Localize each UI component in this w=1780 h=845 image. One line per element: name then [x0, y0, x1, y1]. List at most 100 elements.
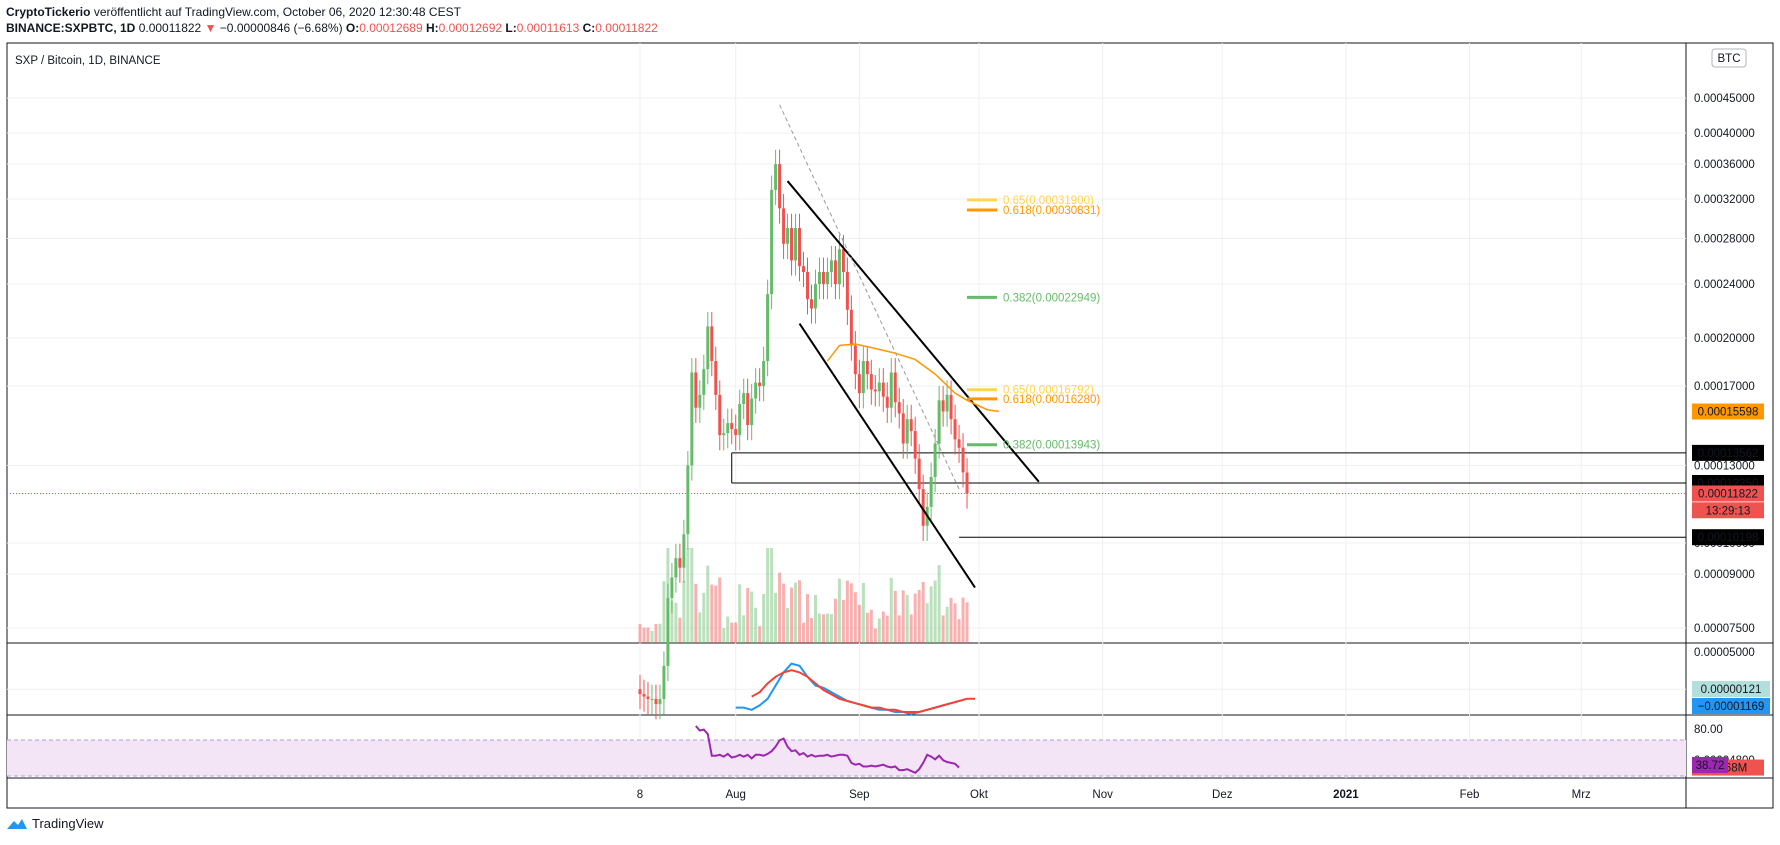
- candle-body: [897, 402, 901, 414]
- low-label: L:: [505, 21, 517, 35]
- volume-bar: [817, 613, 821, 643]
- volume-bar: [849, 583, 853, 643]
- volume-bar: [845, 580, 849, 643]
- volume-bar: [865, 612, 869, 643]
- candle-body: [802, 266, 806, 273]
- candle-body: [786, 228, 790, 244]
- candle-body: [881, 382, 885, 397]
- price-label-tag: [1692, 485, 1764, 502]
- volume-bar: [702, 592, 706, 643]
- volume-bar: [933, 580, 937, 643]
- candle-body: [965, 472, 969, 494]
- candle-body: [686, 465, 690, 535]
- volume-bar: [722, 628, 726, 643]
- price-axis-frame: [1685, 42, 1774, 809]
- volume-bar: [806, 594, 810, 643]
- volume-bar: [778, 572, 782, 643]
- candle-body: [714, 361, 718, 395]
- candle-body: [646, 696, 650, 700]
- candle-body: [829, 260, 833, 273]
- low-value: 0.00011613: [516, 21, 580, 35]
- volume-bar: [798, 580, 802, 643]
- dashed-trendline: [779, 104, 960, 490]
- candle-body: [794, 228, 798, 261]
- volume-bar: [670, 600, 674, 643]
- volume-bar: [949, 597, 953, 643]
- time-tick: 8: [637, 789, 643, 801]
- volume-bar: [957, 619, 961, 643]
- price-label-tag: [1692, 403, 1764, 420]
- candle-body: [770, 189, 774, 295]
- volume-bar: [945, 606, 949, 643]
- price-tick: 0.00024000: [1694, 279, 1755, 291]
- volume-bar: [941, 615, 945, 643]
- candle-body: [666, 598, 670, 666]
- macd-label-tag: [1692, 681, 1770, 697]
- volume-bar: [658, 623, 662, 643]
- candle-body: [953, 419, 957, 440]
- volume-bar: [893, 590, 897, 643]
- volume-bar: [877, 618, 881, 643]
- candle-body: [694, 372, 698, 408]
- chart-title: SXP / Bitcoin, 1D, BINANCE: [15, 55, 161, 67]
- volume-bar: [841, 599, 845, 643]
- candle-body: [889, 372, 893, 408]
- macd-signal-line: [751, 669, 976, 713]
- candle-body: [698, 394, 702, 408]
- publish-line: CryptoTickerio veröffentlicht auf Tradin…: [6, 4, 1766, 20]
- volume-bar: [682, 580, 686, 643]
- volume-bar: [646, 627, 650, 643]
- candle-body: [877, 382, 881, 392]
- price-label-text: 0.00015598: [1698, 407, 1759, 419]
- brand-label[interactable]: TradingView: [32, 816, 104, 831]
- candle-body: [813, 284, 817, 309]
- price-tick: 0.00007500: [1694, 623, 1755, 635]
- volume-bar: [925, 603, 929, 643]
- time-tick: Okt: [970, 789, 989, 801]
- candle-body: [921, 489, 925, 526]
- volume-bar: [710, 584, 714, 643]
- time-tick: Nov: [1092, 789, 1113, 801]
- volume-bar: [821, 614, 825, 643]
- candle-body: [762, 361, 766, 387]
- candle-body: [821, 272, 825, 285]
- price-label-text: 0.00010198: [1698, 532, 1759, 544]
- volume-bar: [913, 593, 917, 643]
- volume-bar: [730, 622, 734, 643]
- volume-bar: [774, 592, 778, 643]
- candle-body: [961, 447, 965, 473]
- candle-body: [670, 577, 674, 599]
- down-arrow-icon: ▼: [204, 21, 217, 35]
- currency-badge-label: BTC: [1718, 53, 1741, 65]
- time-tick: Dez: [1212, 789, 1233, 801]
- tradingview-logo-icon[interactable]: [6, 817, 28, 831]
- volume-bar: [901, 590, 905, 643]
- close-value: 0.00011822: [595, 21, 658, 35]
- candle-body: [746, 393, 750, 426]
- rsi-label-text: 38.72: [1696, 760, 1725, 772]
- volume-bar: [873, 628, 877, 643]
- volume-bar: [813, 594, 817, 643]
- candle-body: [690, 372, 694, 466]
- candle-body: [933, 443, 937, 478]
- volume-bar: [889, 577, 893, 643]
- volume-bar: [714, 585, 718, 643]
- time-tick: Mrz: [1572, 789, 1591, 801]
- candle-body: [718, 394, 722, 436]
- volume-bar: [869, 609, 873, 643]
- rsi-band: [7, 740, 1686, 776]
- volume-bar: [694, 583, 698, 643]
- candle-body: [654, 699, 658, 705]
- volume-bar: [809, 618, 813, 643]
- volume-bar: [782, 583, 786, 643]
- volume-bar: [961, 597, 965, 643]
- author-name[interactable]: CryptoTickerio: [6, 5, 91, 19]
- currency-badge[interactable]: [1711, 48, 1747, 68]
- fib-level-label: 0.618(0.00016280): [1003, 394, 1100, 406]
- candle-body: [809, 299, 813, 309]
- volume-bar: [686, 548, 690, 643]
- high-label: H:: [426, 21, 439, 35]
- candle-body: [710, 326, 714, 362]
- candle-body: [782, 208, 786, 244]
